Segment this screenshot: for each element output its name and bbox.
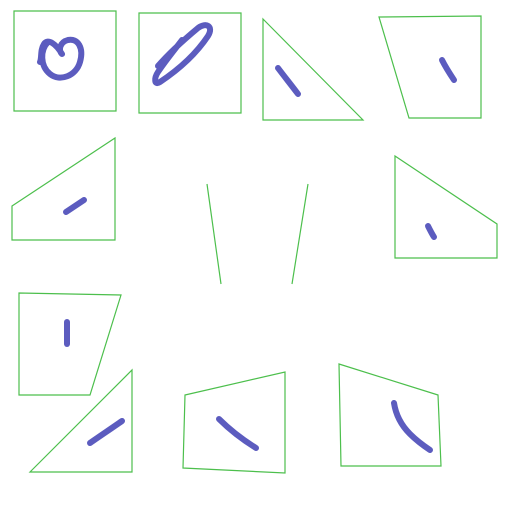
panel-frame [182,371,286,474]
panel-triangle-diagonal [262,17,365,121]
left-line [206,183,222,285]
panel-square-pen-scribble [138,12,242,114]
panel-frame [262,17,365,121]
panel-square-loop [13,10,117,112]
panel-frame [11,136,116,241]
panel-quad-falling-dash [182,371,286,474]
ink-stroke [275,65,301,97]
panel-frame [138,12,242,114]
ink-stroke [87,418,125,446]
ink-stroke [216,416,259,451]
ink-stroke [63,197,87,215]
ink-stroke [439,57,457,83]
ink-stroke [37,36,85,81]
panel-triangle-rising-dash [28,368,133,473]
panel-trapezoid-dash [378,15,482,119]
panel-frame [13,10,117,112]
right-line [291,183,309,285]
panel-frame [394,154,498,259]
panel-frame [28,368,133,473]
panel-wedge-right-dash [394,154,498,259]
panel-quad-vertical-dash [18,292,122,396]
panel-center-lines [206,183,309,285]
panel-frame [378,15,482,119]
ink-stroke [425,223,437,240]
panel-quad-curve [338,363,442,467]
ink-stroke [391,400,433,453]
ink-stroke [152,22,214,86]
panel-frame [338,363,442,467]
panel-frame [18,292,122,396]
panel-wedge-left-dash [11,136,116,241]
